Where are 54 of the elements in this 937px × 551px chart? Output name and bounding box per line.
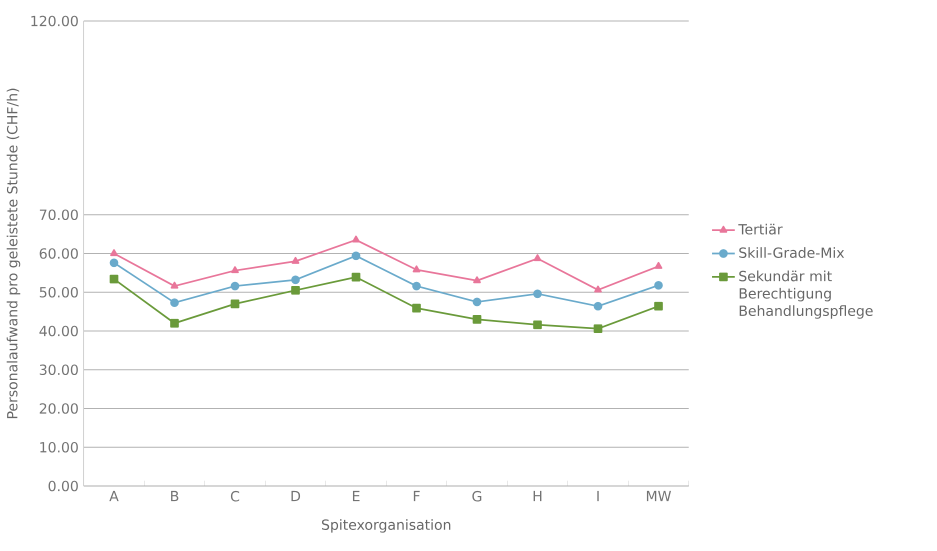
y-tick-label: 10.00 [40, 442, 78, 453]
point [654, 262, 662, 269]
point [412, 304, 421, 312]
x-tick-label: H [534, 490, 542, 502]
point [654, 280, 663, 290]
point [594, 324, 602, 334]
point [594, 302, 602, 311]
point [352, 251, 360, 260]
point [533, 320, 542, 330]
y-tick-label: 40.00 [39, 326, 78, 336]
point [291, 276, 300, 284]
point [231, 266, 239, 274]
x-tick-label: I [597, 490, 599, 502]
x-tick-label: A [109, 490, 119, 502]
point [412, 265, 420, 272]
y-tick-label: 70.00 [40, 209, 78, 220]
point [230, 300, 240, 308]
x-tick-label: E [352, 490, 360, 502]
legend-label: Tertiär [738, 224, 783, 235]
y-axis-title: Personalaufwand pro geleistete Stunde (CHF/h) [6, 88, 20, 418]
x-tick-label: C [230, 490, 240, 502]
y-tick-label: 120.00 [31, 16, 78, 26]
x-tick-label: G [472, 490, 482, 502]
y-tick-label: 20.00 [40, 403, 78, 414]
point [472, 298, 482, 306]
point [473, 276, 481, 284]
point [170, 298, 179, 308]
point [291, 286, 300, 295]
legend-label: Sekundär mit Berechtigung Behandlungspflege [739, 270, 873, 319]
point [110, 274, 118, 284]
x-tick-label: B [171, 490, 178, 502]
point [352, 272, 360, 282]
point [533, 289, 542, 298]
point [412, 282, 421, 290]
point [472, 315, 482, 324]
x-tick-label: D [292, 490, 300, 502]
point [230, 282, 240, 290]
y-tick-label: 50.00 [40, 286, 78, 298]
point [594, 286, 602, 293]
y-tick-label: 60.00 [40, 248, 78, 259]
point [170, 318, 179, 328]
x-tick-label: F [414, 490, 420, 502]
point [352, 236, 360, 243]
y-tick-label: 0.00 [48, 480, 78, 492]
point [654, 302, 663, 311]
point [110, 249, 118, 256]
x-axis-title: Spitexorganisation [322, 519, 450, 533]
x-tick-label: MW [646, 490, 672, 502]
point [292, 256, 300, 264]
point [110, 258, 118, 268]
point [534, 254, 542, 262]
legend-label: Skill-Grade-Mix [739, 247, 844, 258]
point [170, 282, 178, 289]
y-tick-label: 30.00 [40, 364, 78, 376]
